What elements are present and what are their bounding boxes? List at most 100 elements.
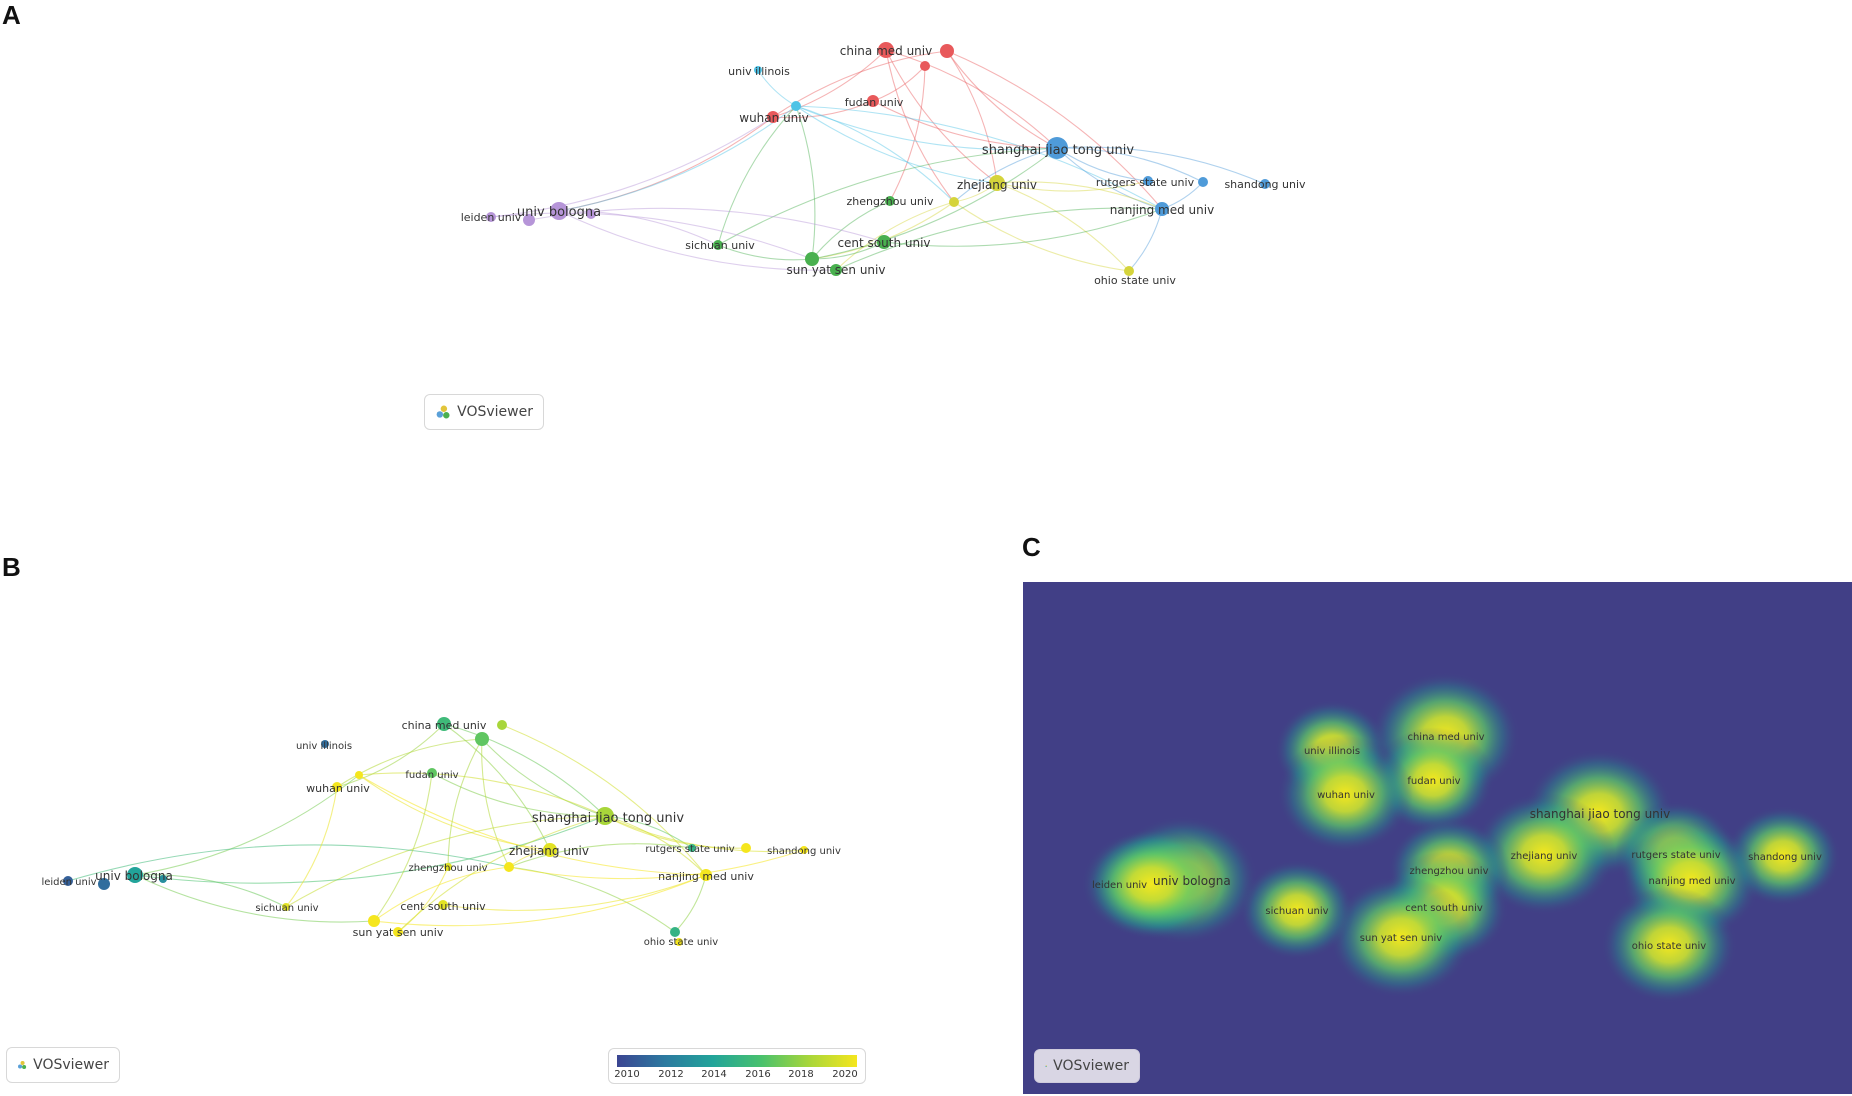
node-shanghai-jiao-tong-univ bbox=[596, 807, 614, 825]
vosviewer-label: VOSviewer bbox=[1053, 1058, 1129, 1074]
label-fudan-univ: fudan univ bbox=[405, 770, 458, 781]
edge-b-green2-wuhan-univ bbox=[336, 738, 483, 788]
label-sichuan-univ: sichuan univ bbox=[685, 239, 755, 252]
label-wuhan-univ: wuhan univ bbox=[306, 782, 370, 795]
node-red3 bbox=[920, 61, 930, 71]
node-cyan2 bbox=[791, 101, 801, 111]
edge-b-zz-shandong-univ bbox=[508, 849, 805, 880]
edge-univ-bologna-sichuan-univ bbox=[134, 874, 287, 908]
node-sichuan-univ bbox=[713, 240, 723, 250]
edge-sun-yat-sen-univ-nanjing-med-univ bbox=[373, 874, 707, 927]
node-b-o2 bbox=[675, 938, 683, 946]
node-shandong-univ bbox=[1260, 179, 1270, 189]
node-nanjing-med-univ bbox=[700, 869, 712, 881]
label-zhejiang-univ: zhejiang univ bbox=[509, 844, 589, 858]
edge-univ-bologna-shanghai-jiao-tong-univ bbox=[134, 815, 606, 884]
edge-univ-bologna-sun-yat-sen-univ bbox=[558, 210, 837, 271]
node-red2 bbox=[940, 44, 954, 58]
edge-b-green3-nanjing-med-univ bbox=[501, 724, 707, 876]
edge-red3-zhengzhou-univ bbox=[889, 65, 926, 202]
node-purple2 bbox=[586, 209, 596, 219]
node-b-bo2 bbox=[159, 875, 167, 883]
label-china-med-univ: china med univ bbox=[1407, 732, 1484, 743]
edge-zhengzhou-univ-b-sys2 bbox=[397, 866, 449, 933]
node-zhejiang-univ bbox=[989, 175, 1005, 191]
edge-green2-shanghai-jiao-tong-univ bbox=[811, 147, 1058, 260]
node-shandong-univ bbox=[800, 846, 808, 854]
edge-fudan-univ-shanghai-jiao-tong-univ bbox=[431, 772, 606, 817]
label-china-med-univ: china med univ bbox=[402, 719, 487, 732]
labels: univ illinois china med univ fudan univ wuh… bbox=[1092, 732, 1822, 952]
label-sun-yat-sen-univ: sun yat sen univ bbox=[787, 263, 886, 277]
label-zhengzhou-univ: zhengzhou univ bbox=[408, 863, 487, 874]
edge-china-med-univ-wuhan-univ bbox=[336, 723, 445, 788]
edge-leiden-univ-wuhan-univ bbox=[490, 116, 774, 218]
edge-b-w2-zhejiang-univ bbox=[358, 774, 551, 851]
node-zhengzhou-univ bbox=[444, 863, 452, 871]
density-blob-zhejiang-univ bbox=[1472, 792, 1616, 916]
edge-zhengzhou-univ-green2 bbox=[811, 200, 891, 260]
node-zhejiang-univ bbox=[543, 843, 557, 857]
edge-shanghai-jiao-tong-univ-b-r2 bbox=[604, 815, 747, 849]
label-rutgers-state-univ: rutgers state univ bbox=[1631, 850, 1720, 861]
node-leiden-univ bbox=[486, 212, 496, 222]
legend-tick: 2020 bbox=[832, 1069, 858, 1080]
label-fudan-univ: fudan univ bbox=[845, 96, 904, 109]
edge-b-zz-ohio-state-univ bbox=[508, 866, 676, 933]
edge-china-med-univ-shanghai-jiao-tong-univ bbox=[443, 723, 606, 817]
edge-cyan2-shanghai-jiao-tong-univ bbox=[795, 105, 1058, 151]
edge-b-sys2-shanghai-jiao-tong-univ bbox=[397, 815, 606, 933]
density-blob-sun-yat-sen-univ bbox=[1329, 875, 1473, 999]
edges bbox=[67, 723, 805, 933]
edge-yellow2-sun-yat-sen-univ bbox=[835, 201, 955, 271]
edge-wuhan-univ-univ-bologna bbox=[558, 116, 774, 212]
labels: china med univ fudan univ wuhan univ univ i… bbox=[461, 44, 1306, 287]
vosviewer-logo-icon bbox=[436, 405, 450, 419]
edge-b-green2-shanghai-jiao-tong-univ bbox=[481, 738, 606, 817]
edge-red2-shanghai-jiao-tong-univ bbox=[946, 50, 1058, 149]
edge-univ-bologna-sun-yat-sen-univ bbox=[134, 874, 375, 923]
edge-sichuan-univ-cyan2 bbox=[717, 105, 797, 246]
edge-b-w2-univ-bologna bbox=[134, 774, 360, 876]
legend-tick: 2012 bbox=[658, 1069, 684, 1080]
label-zhejiang-univ: zhejiang univ bbox=[957, 178, 1037, 192]
legend-tick: 2014 bbox=[701, 1069, 727, 1080]
label-rutgers-state-univ: rutgers state univ bbox=[645, 844, 734, 855]
label-univ-bologna: univ bologna bbox=[517, 205, 601, 220]
edge-yellow2-ohio-state-univ bbox=[953, 201, 1130, 272]
label-univ-bologna: univ bologna bbox=[95, 869, 173, 883]
label-univ-bologna: univ bologna bbox=[1153, 874, 1231, 888]
label-shandong-univ: shandong univ bbox=[767, 846, 841, 857]
label-cent-south-univ: cent south univ bbox=[837, 236, 930, 250]
edge-red2-zhejiang-univ bbox=[946, 50, 998, 184]
label-nanjing-med-univ: nanjing med univ bbox=[1648, 876, 1735, 887]
edge-shanghai-jiao-tong-univ-yellow2 bbox=[953, 147, 1058, 203]
node-wuhan-univ bbox=[767, 111, 779, 123]
edge-sichuan-univ-shanghai-jiao-tong-univ bbox=[285, 815, 606, 908]
node-fudan-univ bbox=[867, 95, 879, 107]
edge-b-green2-zhengzhou-univ bbox=[447, 738, 483, 868]
vosviewer-logo-icon bbox=[1045, 1065, 1047, 1067]
edge-wuhan-univ-fudan-univ bbox=[772, 100, 874, 119]
label-leiden-univ: leiden univ bbox=[461, 211, 522, 224]
node-sun-yat-sen-univ bbox=[830, 264, 842, 276]
edge-univ-bologna-sichuan-univ bbox=[558, 210, 719, 246]
label-univ-illinois: univ illinois bbox=[296, 741, 352, 752]
node-b-green2 bbox=[475, 732, 489, 746]
label-sun-yat-sen-univ: sun yat sen univ bbox=[353, 926, 444, 939]
edge-zhejiang-univ-rutgers-state-univ bbox=[996, 180, 1149, 192]
edge-shanghai-jiao-tong-univ-nanjing-med-univ bbox=[604, 815, 707, 876]
edge-china-med-univ-zhejiang-univ bbox=[443, 723, 551, 851]
node-b-sys2 bbox=[393, 927, 403, 937]
label-sichuan-univ: sichuan univ bbox=[1265, 906, 1328, 917]
node-rutgers-state-univ bbox=[688, 844, 696, 852]
node-wuhan-univ bbox=[332, 782, 342, 792]
edge-sun-yat-sen-univ-nanjing-med-univ bbox=[835, 207, 1163, 271]
label-sun-yat-sen-univ: sun yat sen univ bbox=[1360, 933, 1443, 944]
node-china-med-univ bbox=[437, 717, 451, 731]
edge-sichuan-univ-shanghai-jiao-tong-univ bbox=[717, 147, 1058, 246]
node-ohio-state-univ bbox=[1124, 266, 1134, 276]
label-china-med-univ: china med univ bbox=[840, 44, 932, 58]
edge-zhejiang-univ-nanjing-med-univ bbox=[996, 181, 1163, 210]
vosviewer-badge-c: VOSviewer bbox=[1034, 1049, 1140, 1083]
